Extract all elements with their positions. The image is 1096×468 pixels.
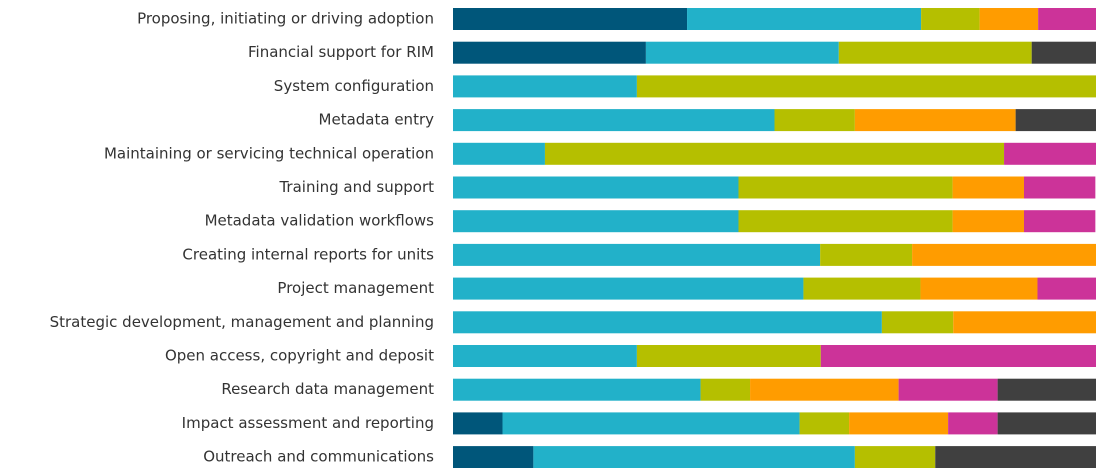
- bar-segment: [952, 210, 1024, 233]
- bar-segment: [453, 75, 637, 98]
- bar-segment: [453, 210, 739, 233]
- bar-segment: [979, 8, 1039, 30]
- bar-segment: [687, 8, 922, 30]
- bar-segment: [838, 41, 1032, 64]
- category-label: Proposing, initiating or driving adoptio…: [137, 10, 434, 28]
- bar-segment: [453, 243, 821, 266]
- bar-segment: [453, 8, 688, 30]
- bar-segment: [750, 378, 899, 401]
- bar-segment: [453, 176, 739, 199]
- bar-segment: [1031, 41, 1096, 64]
- category-label: Strategic development, management and pl…: [50, 313, 434, 331]
- bar-segment: [1023, 176, 1096, 199]
- bar-segment: [803, 277, 921, 300]
- bar-segment: [1004, 142, 1096, 165]
- bar-segment: [645, 41, 839, 64]
- category-label: Financial support for RIM: [248, 43, 434, 61]
- bar-segment: [453, 378, 701, 401]
- bar-segment: [453, 277, 804, 300]
- category-label: Open access, copyright and deposit: [165, 347, 434, 365]
- bar-segment: [921, 8, 980, 30]
- bar-segment: [952, 176, 1024, 199]
- bar-segment: [533, 446, 855, 468]
- category-label: Metadata validation workflows: [205, 212, 435, 230]
- bar-segment: [453, 311, 882, 334]
- bar-segment: [1037, 277, 1096, 300]
- bar-segment: [636, 75, 1096, 98]
- bar-segment: [1023, 210, 1096, 233]
- category-label: Outreach and communications: [203, 448, 434, 466]
- bar-segment: [920, 277, 1038, 300]
- bar-segment: [820, 243, 913, 266]
- bar-segment: [544, 142, 1005, 165]
- bar-segment: [912, 243, 1096, 266]
- bar-segment: [1038, 8, 1096, 30]
- bar-segment: [453, 412, 503, 435]
- bar-segment: [1015, 109, 1096, 132]
- category-label: Impact assessment and reporting: [182, 414, 434, 432]
- bar-segment: [453, 446, 534, 468]
- bar-segment: [453, 41, 646, 64]
- bar-segment: [453, 142, 545, 165]
- bar-segment: [738, 176, 953, 199]
- bar-segment: [948, 412, 998, 435]
- category-label: Project management: [277, 279, 434, 297]
- bar-segment: [453, 109, 775, 132]
- bar-segment: [453, 345, 637, 367]
- category-label: Training and support: [278, 178, 434, 196]
- bar-segment: [997, 412, 1096, 435]
- bar-segment: [881, 311, 954, 334]
- bar-segment: [738, 210, 953, 233]
- bar-segment: [774, 109, 855, 132]
- category-label: Creating internal reports for units: [182, 245, 434, 263]
- category-label: Research data management: [221, 380, 434, 398]
- bar-segment: [997, 378, 1096, 401]
- bar-segment: [953, 311, 1096, 334]
- bar-segment: [854, 446, 936, 468]
- bar-segment: [502, 412, 800, 435]
- bar-segment: [799, 412, 850, 435]
- bar-segment: [700, 378, 751, 401]
- bar-segment: [898, 378, 998, 401]
- category-label: Metadata entry: [319, 111, 435, 129]
- bar-segment: [935, 446, 1096, 468]
- bar-segment: [849, 412, 949, 435]
- bar-segment: [820, 345, 1096, 367]
- bar-segment: [854, 109, 1016, 132]
- bar-segment: [636, 345, 821, 367]
- category-label: System configuration: [274, 77, 434, 95]
- category-label: Maintaining or servicing technical opera…: [104, 144, 434, 162]
